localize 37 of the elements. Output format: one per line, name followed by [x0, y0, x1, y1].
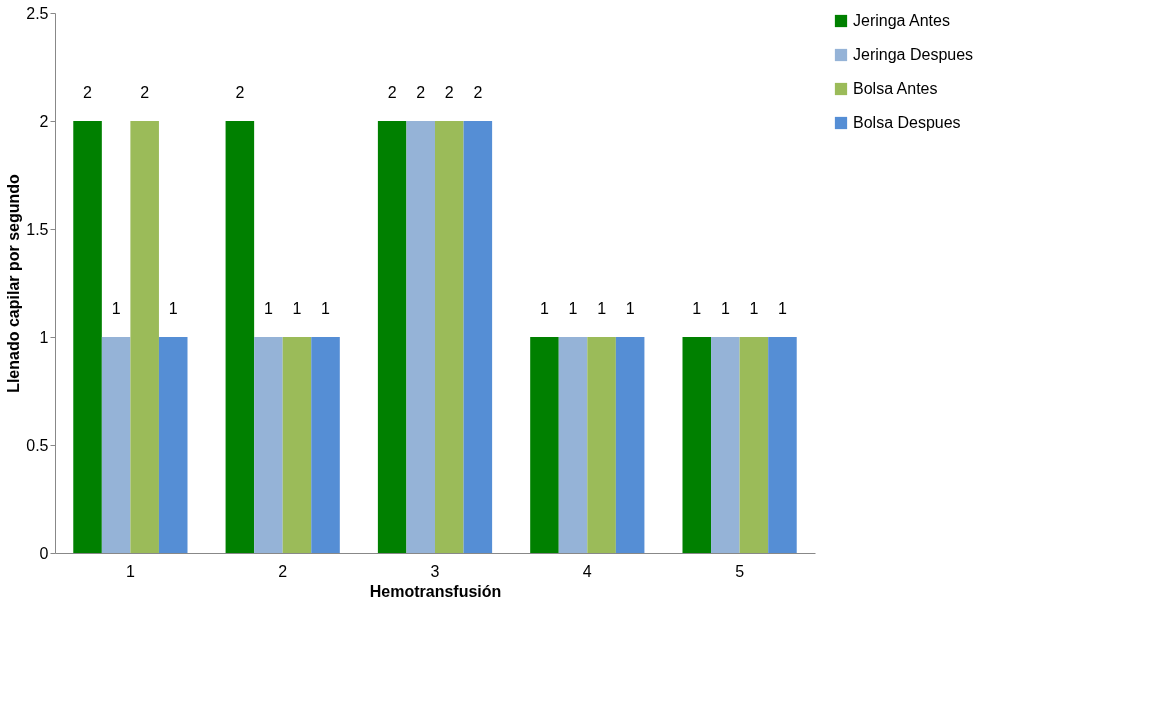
data-label: 1: [749, 300, 759, 317]
data-label: 1: [111, 300, 121, 317]
y-tick-label: 0: [39, 544, 49, 562]
y-tick-label: 2: [39, 112, 49, 130]
data-label: 1: [540, 300, 550, 317]
data-label: 2: [235, 84, 245, 101]
y-tick-label: 2.5: [26, 4, 49, 22]
data-label: 1: [720, 300, 730, 317]
x-tick-label: 2: [278, 562, 288, 580]
data-label: 1: [292, 300, 302, 317]
y-tick-label: 1.5: [26, 220, 49, 238]
data-label: 2: [444, 84, 454, 101]
data-label: 1: [168, 300, 178, 317]
data-label: 1: [625, 300, 635, 317]
y-tick-label: 0.5: [26, 436, 49, 454]
x-tick-label: 3: [430, 562, 440, 580]
x-axis-title: Hemotransfusión: [369, 582, 502, 600]
y-tick-label: 1: [39, 328, 49, 346]
x-tick-label: 5: [735, 562, 745, 580]
data-label: 1: [777, 300, 787, 317]
data-label: 2: [140, 84, 150, 101]
x-tick-label: 1: [125, 562, 135, 580]
data-label: 1: [321, 300, 331, 317]
legend-label: Bolsa Despues: [853, 114, 961, 131]
data-label: 2: [83, 84, 93, 101]
data-label: 2: [387, 84, 397, 101]
data-label: 2: [473, 84, 483, 101]
legend-label: Jeringa Antes: [853, 12, 950, 29]
data-label: 1: [263, 300, 273, 317]
legend-label: Bolsa Antes: [853, 80, 938, 97]
data-label: 2: [416, 84, 426, 101]
x-tick-label: 4: [582, 562, 592, 580]
data-label: 1: [597, 300, 607, 317]
legend-label: Jeringa Despues: [853, 46, 974, 63]
y-axis-title: Llenado capilar por segundo: [5, 173, 23, 393]
data-label: 1: [568, 300, 578, 317]
data-label: 1: [692, 300, 702, 317]
